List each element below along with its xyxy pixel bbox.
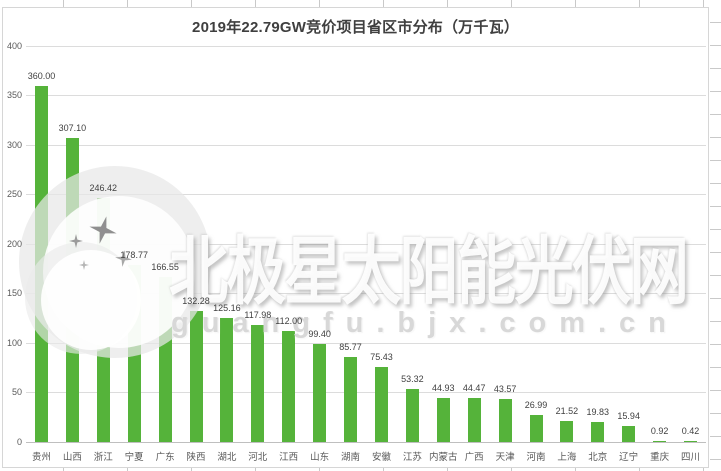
x-axis-category-label: 宁夏 [124, 452, 144, 463]
data-label: 0.92 [650, 426, 669, 436]
x-axis-category-label: 安徽 [371, 452, 391, 463]
data-label: 44.93 [432, 383, 455, 393]
gridline [26, 442, 706, 443]
bar[interactable] [498, 399, 512, 442]
x-axis-category-label: 湖南 [340, 452, 360, 463]
bar[interactable] [653, 441, 667, 442]
bar[interactable] [591, 422, 605, 442]
x-axis-category-label: 江苏 [402, 452, 422, 463]
x-axis-category-label: 山西 [62, 452, 82, 463]
spreadsheet-gridlines-bottom [0, 468, 721, 471]
bar[interactable] [220, 318, 234, 442]
bar[interactable] [684, 441, 697, 442]
watermark-url-text: guangfu.bjx.com.cn [171, 307, 679, 339]
data-label: 75.43 [370, 352, 393, 362]
x-axis-category-label: 北京 [588, 452, 608, 463]
y-axis-tick-label: 350 [6, 90, 22, 100]
x-axis-category-label: 陕西 [186, 452, 206, 463]
logo-inner-crescent [41, 250, 141, 350]
gridline [26, 392, 706, 393]
y-axis-tick-label: 400 [6, 41, 22, 51]
bar[interactable] [560, 421, 574, 442]
y-axis-tick-label: 200 [6, 239, 22, 249]
data-label: 44.47 [462, 383, 486, 393]
watermark-brand-text: 北极星太阳能光伏网 [169, 230, 689, 313]
y-axis-tick-label: 100 [6, 338, 22, 348]
watermark: 北极星太阳能光伏网 guangfu.bjx.com.cn [3, 8, 708, 467]
chart-title: 2019年22.79GW竞价项目省区市分布（万千瓦） [192, 19, 519, 36]
bar[interactable] [189, 311, 203, 442]
x-axis-category-label: 重庆 [650, 452, 670, 463]
data-label: 246.42 [89, 183, 118, 193]
data-label: 0.42 [681, 426, 700, 436]
x-axis-category-label: 山东 [310, 452, 330, 463]
data-labels-layer: 360.00 307.10 246.42 178.77 166.55 132.28 125.… [3, 8, 708, 467]
data-label: 307.10 [58, 123, 87, 133]
bar[interactable] [282, 331, 296, 442]
gridline [26, 194, 706, 195]
data-label: 112.00 [275, 316, 303, 326]
data-label: 43.57 [493, 384, 517, 394]
data-label: 132.28 [182, 296, 210, 306]
data-label: 85.77 [339, 342, 362, 352]
gridline [26, 293, 706, 294]
x-axis-category-label: 江西 [279, 452, 299, 463]
gridlines-layer [3, 8, 708, 467]
x-axis-category-label: 四川 [680, 452, 700, 463]
data-label: 166.55 [151, 262, 179, 272]
y-axis-tick-label: 250 [6, 189, 22, 199]
x-axis-category-label: 湖北 [217, 452, 237, 463]
x-axis-category-label: 河北 [248, 452, 268, 463]
x-axis-category-label: 浙江 [93, 452, 113, 463]
gridline [26, 145, 706, 146]
bar[interactable] [375, 367, 388, 442]
bar[interactable] [405, 389, 419, 442]
gridline [26, 95, 706, 96]
data-label: 19.83 [586, 407, 610, 417]
x-axis-category-label: 内蒙古 [429, 452, 458, 463]
bar[interactable] [436, 398, 450, 442]
data-label: 15.94 [617, 411, 640, 421]
y-axis-tick-label: 300 [6, 140, 22, 150]
y-axis-tick-label: 50 [11, 387, 22, 397]
bar[interactable] [467, 398, 481, 442]
gridline [26, 343, 706, 344]
bar[interactable] [251, 325, 265, 442]
bar[interactable] [529, 415, 543, 442]
bar-chart[interactable]: 2019年22.79GW竞价项目省区市分布（万千瓦） 北极星太阳能光伏网 gua… [2, 7, 709, 468]
spreadsheet-gridlines-right [710, 0, 721, 471]
brand-logo-icon [19, 166, 229, 381]
x-axis-category-label: 河南 [526, 452, 546, 463]
data-label: 21.52 [555, 406, 579, 416]
data-label: 125.16 [213, 303, 241, 313]
x-axis-category-label: 上海 [557, 452, 577, 463]
data-label: 99.40 [308, 329, 331, 339]
x-axis-category-label: 贵州 [31, 452, 51, 463]
data-label: 360.00 [27, 71, 56, 81]
gridline [26, 46, 706, 47]
sparkle-star-icon [79, 260, 89, 270]
data-label: 117.98 [244, 310, 272, 320]
bar[interactable] [313, 344, 327, 442]
gridline [26, 244, 706, 245]
axis-labels-layer: 0 50 100 150 200 250 300 350 400 贵州 山西 浙江 宁夏 广东 陕西 湖北 河北… [3, 8, 708, 467]
data-label: 178.77 [120, 250, 148, 260]
x-axis-category-label: 广西 [464, 452, 484, 463]
y-axis-tick-label: 0 [16, 437, 22, 447]
data-label: 26.99 [524, 400, 548, 410]
bar[interactable] [344, 357, 357, 442]
spreadsheet-gridlines-top [0, 0, 721, 7]
data-label: 53.32 [401, 374, 424, 384]
x-axis-category-label: 天津 [495, 452, 515, 463]
x-axis-category-label: 广东 [155, 452, 175, 463]
y-axis-tick-label: 150 [6, 288, 22, 298]
bar[interactable] [622, 426, 636, 442]
x-axis-category-label: 辽宁 [619, 452, 639, 463]
